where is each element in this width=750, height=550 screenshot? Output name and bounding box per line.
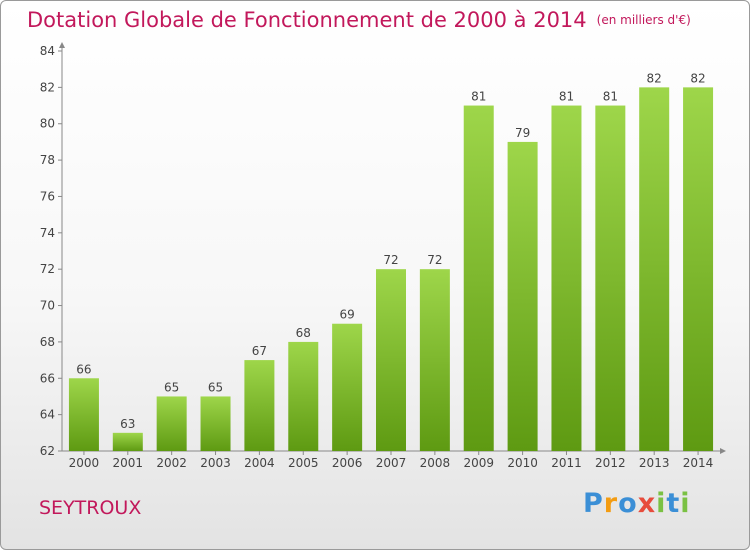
logo-letter: x [637,488,657,519]
y-tick-label: 72 [40,262,55,276]
x-tick-label: 2008 [420,456,451,470]
data-label: 81 [471,90,486,104]
y-tick-label: 82 [40,80,55,94]
bar-2006 [332,323,363,451]
logo-letter: o [618,488,638,519]
x-tick-label: 2000 [69,456,100,470]
data-label: 81 [559,90,574,104]
x-tick-label: 2006 [332,456,363,470]
x-axis-arrow [720,448,726,454]
bar-2000 [68,378,99,451]
data-label: 82 [690,71,705,85]
x-tick-label: 2014 [683,456,714,470]
chart-title-text: Dotation Globale de Fonctionnement de 20… [27,8,587,32]
x-tick-label: 2001 [113,456,144,470]
data-label: 72 [383,253,398,267]
x-tick-label: 2011 [551,456,582,470]
x-tick-label: 2003 [200,456,231,470]
bar-2009 [463,105,494,451]
bar-2010 [507,141,538,451]
y-tick-label: 68 [40,335,55,349]
data-label: 69 [339,308,354,322]
bar-2001 [112,432,143,451]
y-tick-label: 80 [40,117,55,131]
y-tick-label: 78 [40,153,55,167]
data-label: 72 [427,253,442,267]
y-tick-label: 66 [40,371,55,385]
data-label: 79 [515,126,530,140]
bar-2013 [639,87,670,451]
bar-2008 [419,269,450,451]
data-label: 81 [603,90,618,104]
logo-letter: P [583,488,604,519]
data-label: 66 [76,362,91,376]
y-tick-label: 74 [40,226,55,240]
bar-2003 [200,396,231,451]
logo-letter: i [680,488,691,519]
proxiti-logo[interactable]: Proxiti [583,488,691,519]
data-label: 68 [296,326,311,340]
logo-letter: i [656,488,667,519]
y-tick-label: 84 [40,44,55,58]
data-label: 65 [164,380,179,394]
chart-subtitle: (en milliers d'€) [596,13,691,27]
chart-title: Dotation Globale de Fonctionnement de 20… [27,8,691,32]
x-tick-label: 2013 [639,456,670,470]
y-tick-label: 62 [40,444,55,458]
data-label: 82 [647,71,662,85]
y-tick-label: 64 [40,408,55,422]
data-label: 65 [208,380,223,394]
logo-letter: r [603,488,619,519]
bar-2005 [288,341,319,451]
y-tick-label: 76 [40,189,55,203]
y-axis-arrow [59,42,65,48]
y-tick-label: 70 [40,299,55,313]
bar-2011 [551,105,582,451]
x-tick-label: 2005 [288,456,319,470]
commune-name: SEYTROUX [39,497,142,519]
bar-2014 [683,87,714,451]
bar-2012 [595,105,626,451]
x-tick-label: 2009 [463,456,494,470]
x-tick-label: 2012 [595,456,626,470]
x-tick-label: 2007 [376,456,407,470]
x-tick-label: 2004 [244,456,275,470]
x-tick-label: 2010 [507,456,538,470]
bar-2004 [244,360,275,451]
logo-letter: t [666,488,681,519]
data-label: 67 [252,344,267,358]
bar-2002 [156,396,187,451]
x-tick-label: 2002 [156,456,187,470]
bar-2007 [376,269,406,451]
data-label: 63 [120,417,135,431]
